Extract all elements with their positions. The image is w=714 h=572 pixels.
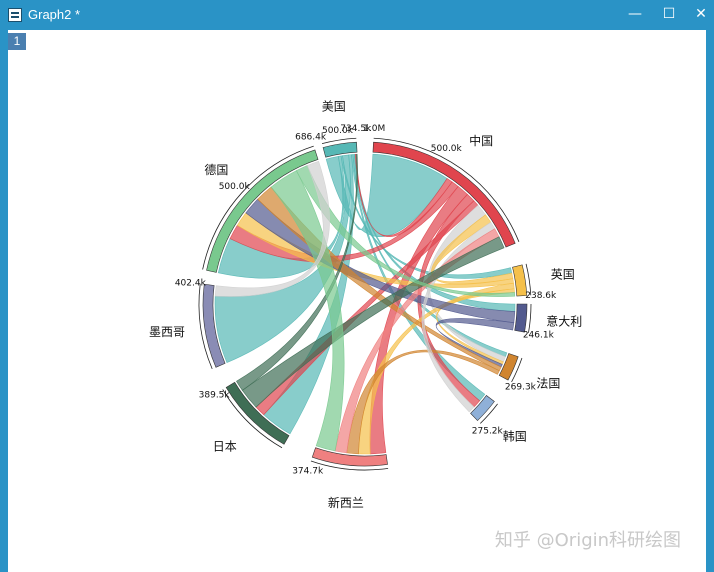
- node-scale-德国: [202, 145, 314, 270]
- tick-label-德国-end: 686.4k: [295, 133, 327, 143]
- node-label-日本: 日本: [213, 440, 237, 454]
- ribbon-新西兰-中国: [334, 228, 500, 454]
- ribbon-墨西哥-德国: [214, 160, 330, 297]
- node-scale-新西兰: [310, 460, 389, 471]
- ribbon-意大利-德国: [245, 198, 516, 323]
- node-arc-韩国: [470, 395, 495, 421]
- node-scale-墨西哥: [198, 283, 213, 370]
- window-title: Graph2 *: [28, 7, 81, 22]
- tick-label-英国-end: 238.6k: [525, 291, 557, 301]
- node-arc-中国: [372, 141, 516, 248]
- node-arc-德国: [206, 149, 319, 273]
- node-label-中国: 中国: [469, 133, 493, 148]
- node-label-墨西哥: 墨西哥: [149, 325, 185, 339]
- tick-label-日本-end: 389.5k: [199, 391, 231, 401]
- ribbon-中国-德国: [229, 181, 459, 263]
- node-label-美国: 美国: [322, 99, 346, 113]
- title-bar[interactable]: Graph2 * — ☐ ✕: [0, 0, 714, 30]
- ribbon-美国-日本: [263, 154, 354, 435]
- ribbon-日本-中国: [241, 236, 505, 408]
- tick-label-美国-end: 734.5k: [340, 124, 372, 134]
- node-arc-意大利: [514, 303, 528, 333]
- node-label-韩国: 韩国: [503, 429, 527, 444]
- tick-label-中国-start: 1.0M: [363, 124, 385, 134]
- tick-label-墨西哥-end: 402.4k: [175, 279, 207, 289]
- node-scale-韩国: [480, 403, 498, 424]
- node-arc-新西兰: [311, 447, 388, 467]
- chord-ribbons: [214, 153, 516, 455]
- chord-arcs: [198, 137, 532, 471]
- maximize-button[interactable]: ☐: [662, 6, 676, 22]
- ribbon-德国-新西兰: [270, 170, 345, 452]
- node-arc-法国: [498, 353, 519, 381]
- node-scale-意大利: [528, 303, 532, 333]
- node-scale-日本: [222, 389, 283, 449]
- graph-page[interactable]: 1: [8, 30, 706, 572]
- ribbon-日本-美国: [236, 153, 358, 391]
- tick-label-法国-end: 269.3k: [505, 383, 537, 393]
- tick-label-韩国-end: 275.2k: [472, 427, 504, 437]
- tick-label-新西兰-end: 374.7k: [292, 466, 324, 476]
- ribbon-英国-德国: [236, 212, 514, 288]
- ribbon-法国-德国: [257, 186, 502, 372]
- ribbon-意大利-法国: [435, 318, 515, 368]
- tick-label-意大利-end: 246.1k: [523, 331, 555, 341]
- node-scale-中国: [373, 137, 520, 242]
- node-arc-美国: [322, 141, 358, 158]
- close-button[interactable]: ✕: [695, 6, 707, 22]
- node-arc-英国: [512, 264, 528, 297]
- node-label-意大利: 意大利: [546, 313, 582, 328]
- tick-label-中国-mid: 500.0k: [431, 144, 463, 154]
- ribbon-美国-德国: [217, 155, 345, 279]
- node-scale-美国: [321, 137, 357, 145]
- node-label-英国: 英国: [551, 267, 575, 281]
- graph-window-icon: [8, 8, 22, 22]
- minimize-button[interactable]: —: [628, 6, 642, 22]
- tick-label-德国-mid: 500.0k: [219, 182, 251, 192]
- node-scale-法国: [511, 357, 523, 383]
- layer-1-tab[interactable]: 1: [8, 33, 26, 50]
- node-scale-英国: [525, 263, 532, 296]
- node-label-法国: 法国: [536, 377, 560, 391]
- node-label-德国: 德国: [204, 162, 228, 177]
- tick-label-美国-mid: 500.0k: [322, 126, 354, 136]
- node-arc-日本: [225, 381, 290, 445]
- ribbon-法国-新西兰: [346, 349, 500, 455]
- node-label-新西兰: 新西兰: [328, 495, 364, 510]
- watermark-text: 知乎 @Origin科研绘图: [495, 530, 681, 551]
- node-arc-墨西哥: [202, 283, 226, 368]
